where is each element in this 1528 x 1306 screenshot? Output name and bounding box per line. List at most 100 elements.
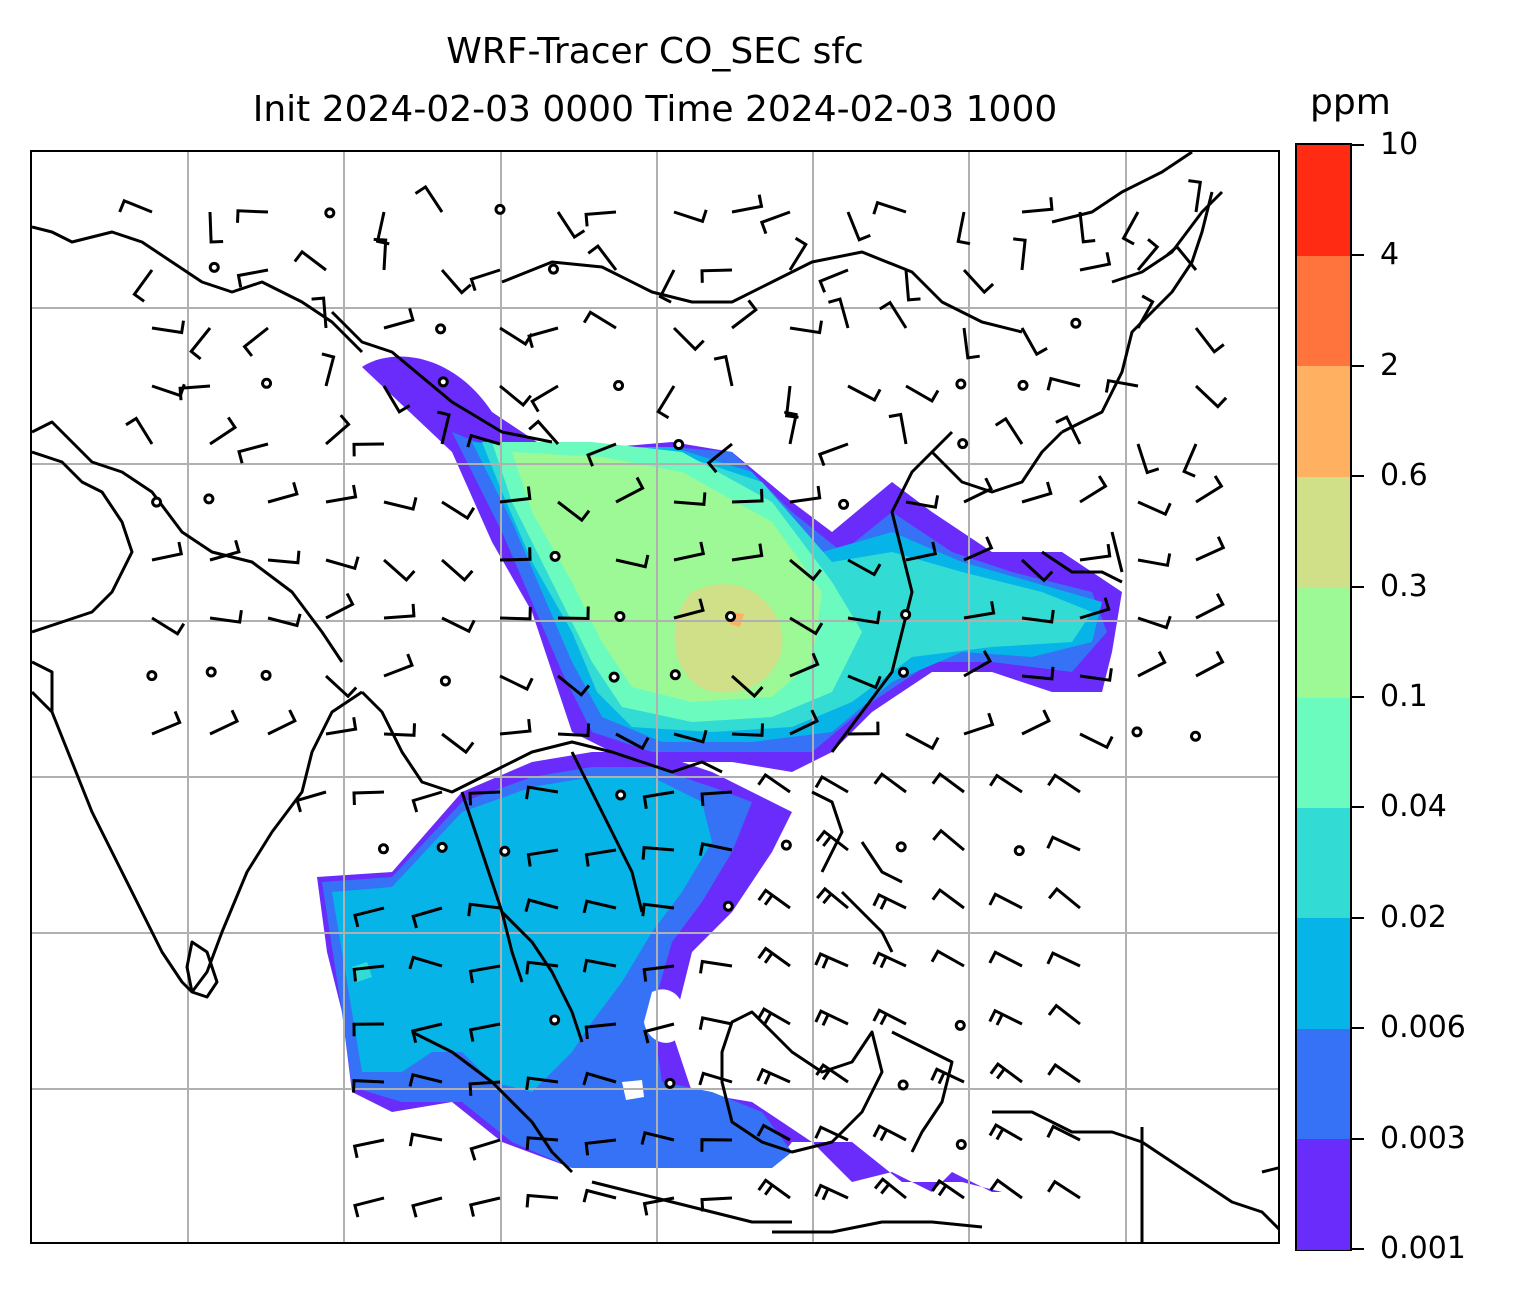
wind-barb [1137,615,1172,630]
wind-barb [1047,1003,1081,1026]
wind-barb [383,497,418,511]
wind-barb [468,790,501,806]
wind-barb [527,326,559,349]
wind-barb [731,194,764,214]
wind-barb [441,500,476,521]
wind-barb [846,211,871,242]
wind-barb [410,1022,443,1044]
calm-wind-marker [435,323,447,335]
wind-barb [582,310,617,330]
wind-barb [209,539,241,562]
wind-barb [789,709,819,736]
wind-barb [642,1196,675,1216]
calm-wind-marker [1017,379,1029,391]
calm-wind-marker [957,438,969,450]
wind-barb [615,554,650,569]
wind-barb [151,616,186,636]
calm-wind-marker [499,845,511,857]
wind-barb [242,326,269,357]
wind-barb [209,609,243,624]
wind-barb [499,326,534,347]
wind-barb [293,249,327,272]
wind-barb [267,481,299,504]
wind-barb [930,1067,965,1085]
wind-barb [436,410,451,445]
wind-barb [731,723,764,737]
wind-barb [352,790,385,806]
colorbar-tick [1352,916,1364,919]
calm-wind-marker [377,843,389,855]
wind-barb [673,209,708,224]
wind-barb [1195,650,1225,678]
wind-barb [321,352,336,387]
wind-barb [847,384,882,403]
wind-barb [468,1022,501,1042]
wind-barb [873,772,907,794]
wind-barb [932,828,965,852]
wind-barb [1046,951,1081,968]
wind-barb [641,902,675,917]
wind-barb [872,1124,907,1142]
wind-barb [706,442,733,474]
wind-barb [1021,197,1054,214]
wind-barb [499,674,534,692]
wind-barb [816,886,849,910]
wind-barb [468,1080,501,1096]
wind-barb [789,616,824,636]
wind-barb [353,906,385,928]
wind-barb [383,723,416,737]
wind-barb [847,610,881,625]
wind-barb [441,558,474,583]
wind-barb [817,442,849,467]
wind-barb [209,416,238,446]
calm-wind-marker [897,1079,909,1091]
wind-barb [1020,558,1054,583]
colorbar-segment [1297,917,1350,1029]
wind-barb [784,410,798,445]
wind-barb [151,710,182,736]
calm-wind-marker [1013,845,1025,857]
calm-wind-marker [614,610,626,622]
wind-barb [325,414,351,446]
wind-barb [414,184,444,213]
wind-barb [125,416,154,445]
wind-barb [1195,475,1224,504]
wind-barb [237,442,269,464]
wind-barb [1188,179,1202,213]
colorbar-tick [1352,696,1364,698]
calm-wind-marker [151,496,163,508]
wind-barb [963,600,996,620]
wind-barb [1047,773,1081,794]
wind-barb [1021,481,1053,504]
wind-barb [615,732,650,751]
colorbar-tick [1352,1248,1364,1250]
wind-barb [582,1071,617,1086]
wind-barb [989,773,1023,794]
wind-barb [1020,327,1048,357]
wind-barb [236,268,269,288]
colorbar-segment [1297,145,1350,256]
wind-barb [757,1178,791,1200]
wind-barb [383,558,416,583]
colorbar-segment [1297,1028,1350,1140]
colorbar-tick-label: 0.6 [1380,458,1428,494]
wind-barb [989,1061,1023,1084]
wind-barb [499,547,532,562]
calm-wind-marker [615,789,627,801]
wind-barb [383,603,416,620]
wind-barb [530,384,559,413]
colorbar-tick-label: 0.1 [1380,679,1428,714]
wind-barb [525,1076,559,1091]
wind-barb [963,712,995,736]
wind-barb [383,653,414,678]
wind-barb [731,488,764,504]
wind-barb [469,1196,501,1217]
wind-barb [673,492,707,507]
wind-barb [962,268,995,295]
wind-barb [828,297,850,329]
wind-barb [658,269,676,304]
wind-barb [814,774,849,794]
wind-barb [311,296,328,329]
colorbar [1295,143,1352,1251]
wind-barb [582,1188,617,1203]
